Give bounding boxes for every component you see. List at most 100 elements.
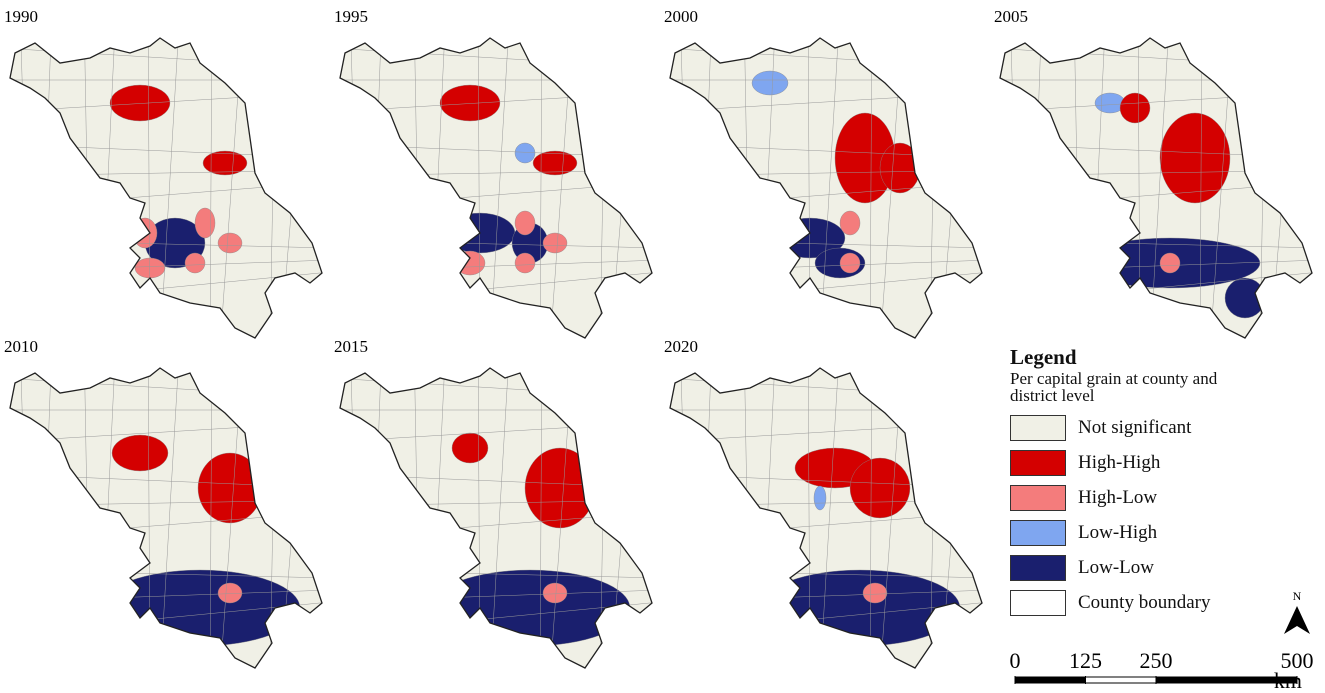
county-line xyxy=(819,38,841,338)
province xyxy=(10,38,322,338)
legend-swatch xyxy=(1010,449,1066,476)
province xyxy=(1000,38,1312,338)
legend-swatch xyxy=(1010,589,1066,616)
legend-swatch xyxy=(1010,554,1066,581)
county-line xyxy=(279,38,309,338)
cluster-region xyxy=(111,434,169,472)
legend-label: Not significant xyxy=(1078,416,1192,438)
county-line xyxy=(609,38,639,338)
cluster-region xyxy=(849,457,911,519)
cluster-region xyxy=(542,582,568,604)
cluster-region xyxy=(839,210,861,236)
map-panel xyxy=(9,367,323,669)
cluster-regions xyxy=(109,84,248,279)
scale-label: 0 xyxy=(1010,648,1021,673)
county-line xyxy=(279,368,309,668)
county-line xyxy=(939,368,969,668)
county-line xyxy=(159,368,181,668)
cluster-region xyxy=(514,252,536,274)
cluster-region xyxy=(1159,112,1231,204)
county-line xyxy=(269,368,277,668)
cluster-region xyxy=(184,252,206,274)
cluster-region xyxy=(1159,252,1181,274)
province-border xyxy=(339,37,653,339)
county-line xyxy=(929,368,937,668)
cluster-regions xyxy=(751,70,921,279)
legend-title: Legend xyxy=(1010,345,1077,369)
map-panel xyxy=(999,37,1313,339)
panel-year: 2015 xyxy=(334,337,368,356)
legend: Legend Per capital grain at county and d… xyxy=(1010,345,1250,620)
province-border xyxy=(999,37,1313,339)
county-line xyxy=(939,38,969,338)
cluster-region xyxy=(109,84,171,122)
county-line xyxy=(1149,38,1171,338)
scale-segment xyxy=(1014,676,1086,684)
panel-year: 2005 xyxy=(994,7,1028,26)
cluster-region xyxy=(439,84,501,122)
cluster-regions xyxy=(429,432,631,647)
legend-swatch xyxy=(1010,484,1066,511)
legend-label: County boundary xyxy=(1078,591,1211,613)
province-border xyxy=(9,367,323,669)
cluster-region xyxy=(862,582,888,604)
panel-year: 1995 xyxy=(334,7,368,26)
cluster-region xyxy=(514,210,536,236)
panel-year: 2010 xyxy=(4,337,38,356)
cluster-region xyxy=(1119,92,1151,124)
county-line xyxy=(489,38,511,338)
cluster-region xyxy=(134,257,166,279)
cluster-region xyxy=(1224,277,1266,319)
map-panel xyxy=(669,367,983,669)
map-panel xyxy=(339,367,653,669)
cluster-region xyxy=(839,252,861,274)
cluster-region xyxy=(751,70,789,96)
legend-label: Low-Low xyxy=(1078,556,1154,578)
legend-items: Not significant High-High High-Low Low-High… xyxy=(1010,410,1250,620)
cluster-region xyxy=(813,485,827,511)
scale-segment xyxy=(1085,676,1157,684)
scale-label: 500 xyxy=(1281,648,1314,673)
legend-item: Low-Low xyxy=(1010,550,1250,585)
panel-year: 2000 xyxy=(664,7,698,26)
legend-item: Low-High xyxy=(1010,515,1250,550)
county-line xyxy=(599,368,607,668)
legend-label: Low-High xyxy=(1078,521,1158,543)
legend-label: High-High xyxy=(1078,451,1161,473)
map-panel xyxy=(669,37,983,339)
county-line xyxy=(159,38,181,338)
province-border xyxy=(669,37,983,339)
scale-label: 250 xyxy=(1140,648,1173,673)
legend-item: High-High xyxy=(1010,445,1250,480)
legend-swatch xyxy=(1010,414,1066,441)
cluster-region xyxy=(217,232,243,254)
scale-unit: km xyxy=(1274,668,1302,693)
province xyxy=(340,38,652,338)
county-line xyxy=(929,38,937,338)
panel-year: 1990 xyxy=(4,7,38,26)
cluster-region xyxy=(514,142,536,164)
north-arrow xyxy=(1284,606,1310,634)
legend-label: High-Low xyxy=(1078,486,1158,508)
cluster-region xyxy=(194,207,216,239)
legend-item: High-Low xyxy=(1010,480,1250,515)
map-panel xyxy=(339,37,653,339)
map-panel xyxy=(9,37,323,339)
legend-item: Not significant xyxy=(1010,410,1250,445)
legend-subtitle: Per capital grain at county and district… xyxy=(1010,369,1218,405)
county-line xyxy=(269,38,277,338)
county-line xyxy=(609,368,639,668)
county-line xyxy=(489,368,511,668)
north-label: N xyxy=(1293,589,1302,603)
county-line xyxy=(1259,38,1267,338)
cluster-region xyxy=(542,232,568,254)
cluster-region xyxy=(451,432,489,464)
panel-year: 2020 xyxy=(664,337,698,356)
legend-swatch xyxy=(1010,519,1066,546)
cluster-region xyxy=(454,250,486,276)
county-line xyxy=(599,38,607,338)
legend-item: County boundary xyxy=(1010,585,1250,620)
province xyxy=(670,38,982,338)
